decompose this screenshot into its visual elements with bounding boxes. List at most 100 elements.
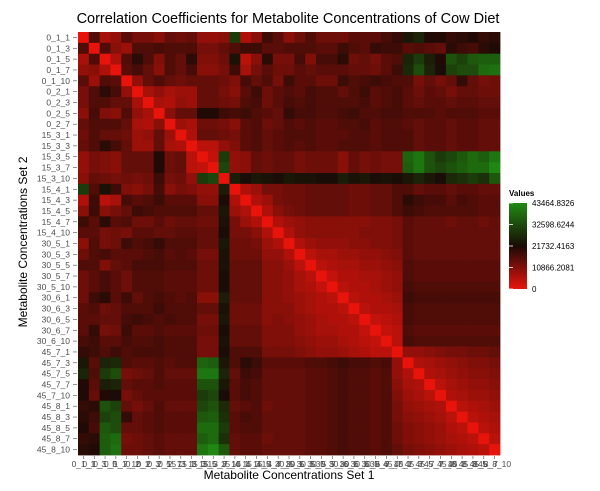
heatmap-cell [380,53,393,65]
heatmap-cell [272,259,284,272]
heatmap-cell [478,53,490,65]
heatmap-cell [229,97,241,109]
heatmap-cell [240,64,252,76]
heatmap-cell [489,400,501,413]
heatmap-cell [359,183,371,196]
heatmap-cell [424,53,436,65]
heatmap-cell [413,107,425,120]
heatmap-cell [316,205,328,217]
heatmap-cell [175,400,187,413]
heatmap-cell [175,53,187,65]
heatmap-cell [132,140,144,152]
heatmap-cell [391,433,404,445]
heatmap-cell [251,335,263,347]
heatmap-cell [272,335,284,347]
heatmap-cell [197,42,209,55]
heatmap-cell [456,140,468,152]
heatmap-cell [229,227,241,239]
heatmap-cell [164,140,176,152]
heatmap-cell [391,162,404,174]
heatmap-cell [305,118,317,131]
heatmap-cell [326,75,339,87]
heatmap-cell [305,151,317,163]
heatmap-cell [153,357,165,369]
heatmap-cell [121,53,133,65]
heatmap-cell [337,107,349,120]
heatmap-cell [229,379,241,391]
heatmap-cell [294,75,306,87]
heatmap-cell [153,183,165,196]
heatmap-cell [78,205,90,217]
heatmap-cell [197,118,209,131]
x-tick-label: 15_3_7 [199,459,228,469]
heatmap-cell [467,444,479,456]
heatmap-cell [186,53,198,65]
heatmap-cell [261,205,274,217]
heatmap-cell [240,248,252,261]
heatmap-cell [164,400,176,413]
heatmap-cell [132,368,144,380]
heatmap-cell [110,400,122,413]
heatmap-cell [175,259,187,272]
heatmap-cell [132,151,144,163]
heatmap-cell [99,162,111,174]
heatmap-cell [229,173,241,185]
heatmap-cell [380,379,393,391]
heatmap-cell [283,379,295,391]
heatmap-cell [121,140,133,152]
heatmap-cell [197,151,209,163]
heatmap-cell [402,411,414,423]
heatmap-cell [207,97,220,109]
heatmap-cell [370,140,382,152]
heatmap-cell [326,444,339,456]
heatmap-cell [413,42,425,55]
heatmap-cell [272,303,284,315]
heatmap-cell [121,314,133,326]
heatmap-cell [261,400,274,413]
heatmap-cell [478,259,490,272]
heatmap-cell [402,238,414,250]
heatmap-cell [207,64,220,76]
heatmap-cell [175,227,187,239]
heatmap-cell [337,346,349,358]
heatmap-cell [402,433,414,445]
heatmap-cell [337,270,349,282]
heatmap-cell [88,357,101,369]
heatmap-cell [391,259,404,272]
heatmap-cell [132,107,144,120]
heatmap-cell [186,162,198,174]
heatmap-cell [240,259,252,272]
heatmap-cell [435,194,447,206]
heatmap-cell [207,281,220,293]
heatmap-cell [283,281,295,293]
heatmap-cell [478,379,490,391]
heatmap-cell [348,75,360,87]
heatmap-cell [240,75,252,87]
heatmap-cell [305,422,317,434]
heatmap-cell [294,324,306,337]
heatmap-cell [153,64,165,76]
heatmap-cell [294,335,306,347]
heatmap-cell [251,259,263,272]
heatmap-cell [132,97,144,109]
heatmap-cell [186,433,198,445]
heatmap-cell [88,162,101,174]
heatmap-cell [272,411,284,423]
heatmap-cell [348,400,360,413]
heatmap-cell [132,53,144,65]
heatmap-cell [110,32,122,44]
heatmap-cell [456,281,468,293]
heatmap-cell [359,53,371,65]
heatmap-cell [467,335,479,347]
heatmap-cell [197,346,209,358]
heatmap-cell [294,259,306,272]
heatmap-cell [391,75,404,87]
heatmap-cell [337,303,349,315]
heatmap-cell [121,379,133,391]
heatmap-cell [478,173,490,185]
heatmap-cell [261,194,274,206]
heatmap-cell [413,411,425,423]
heatmap-cell [424,129,436,141]
heatmap-cell [283,205,295,217]
